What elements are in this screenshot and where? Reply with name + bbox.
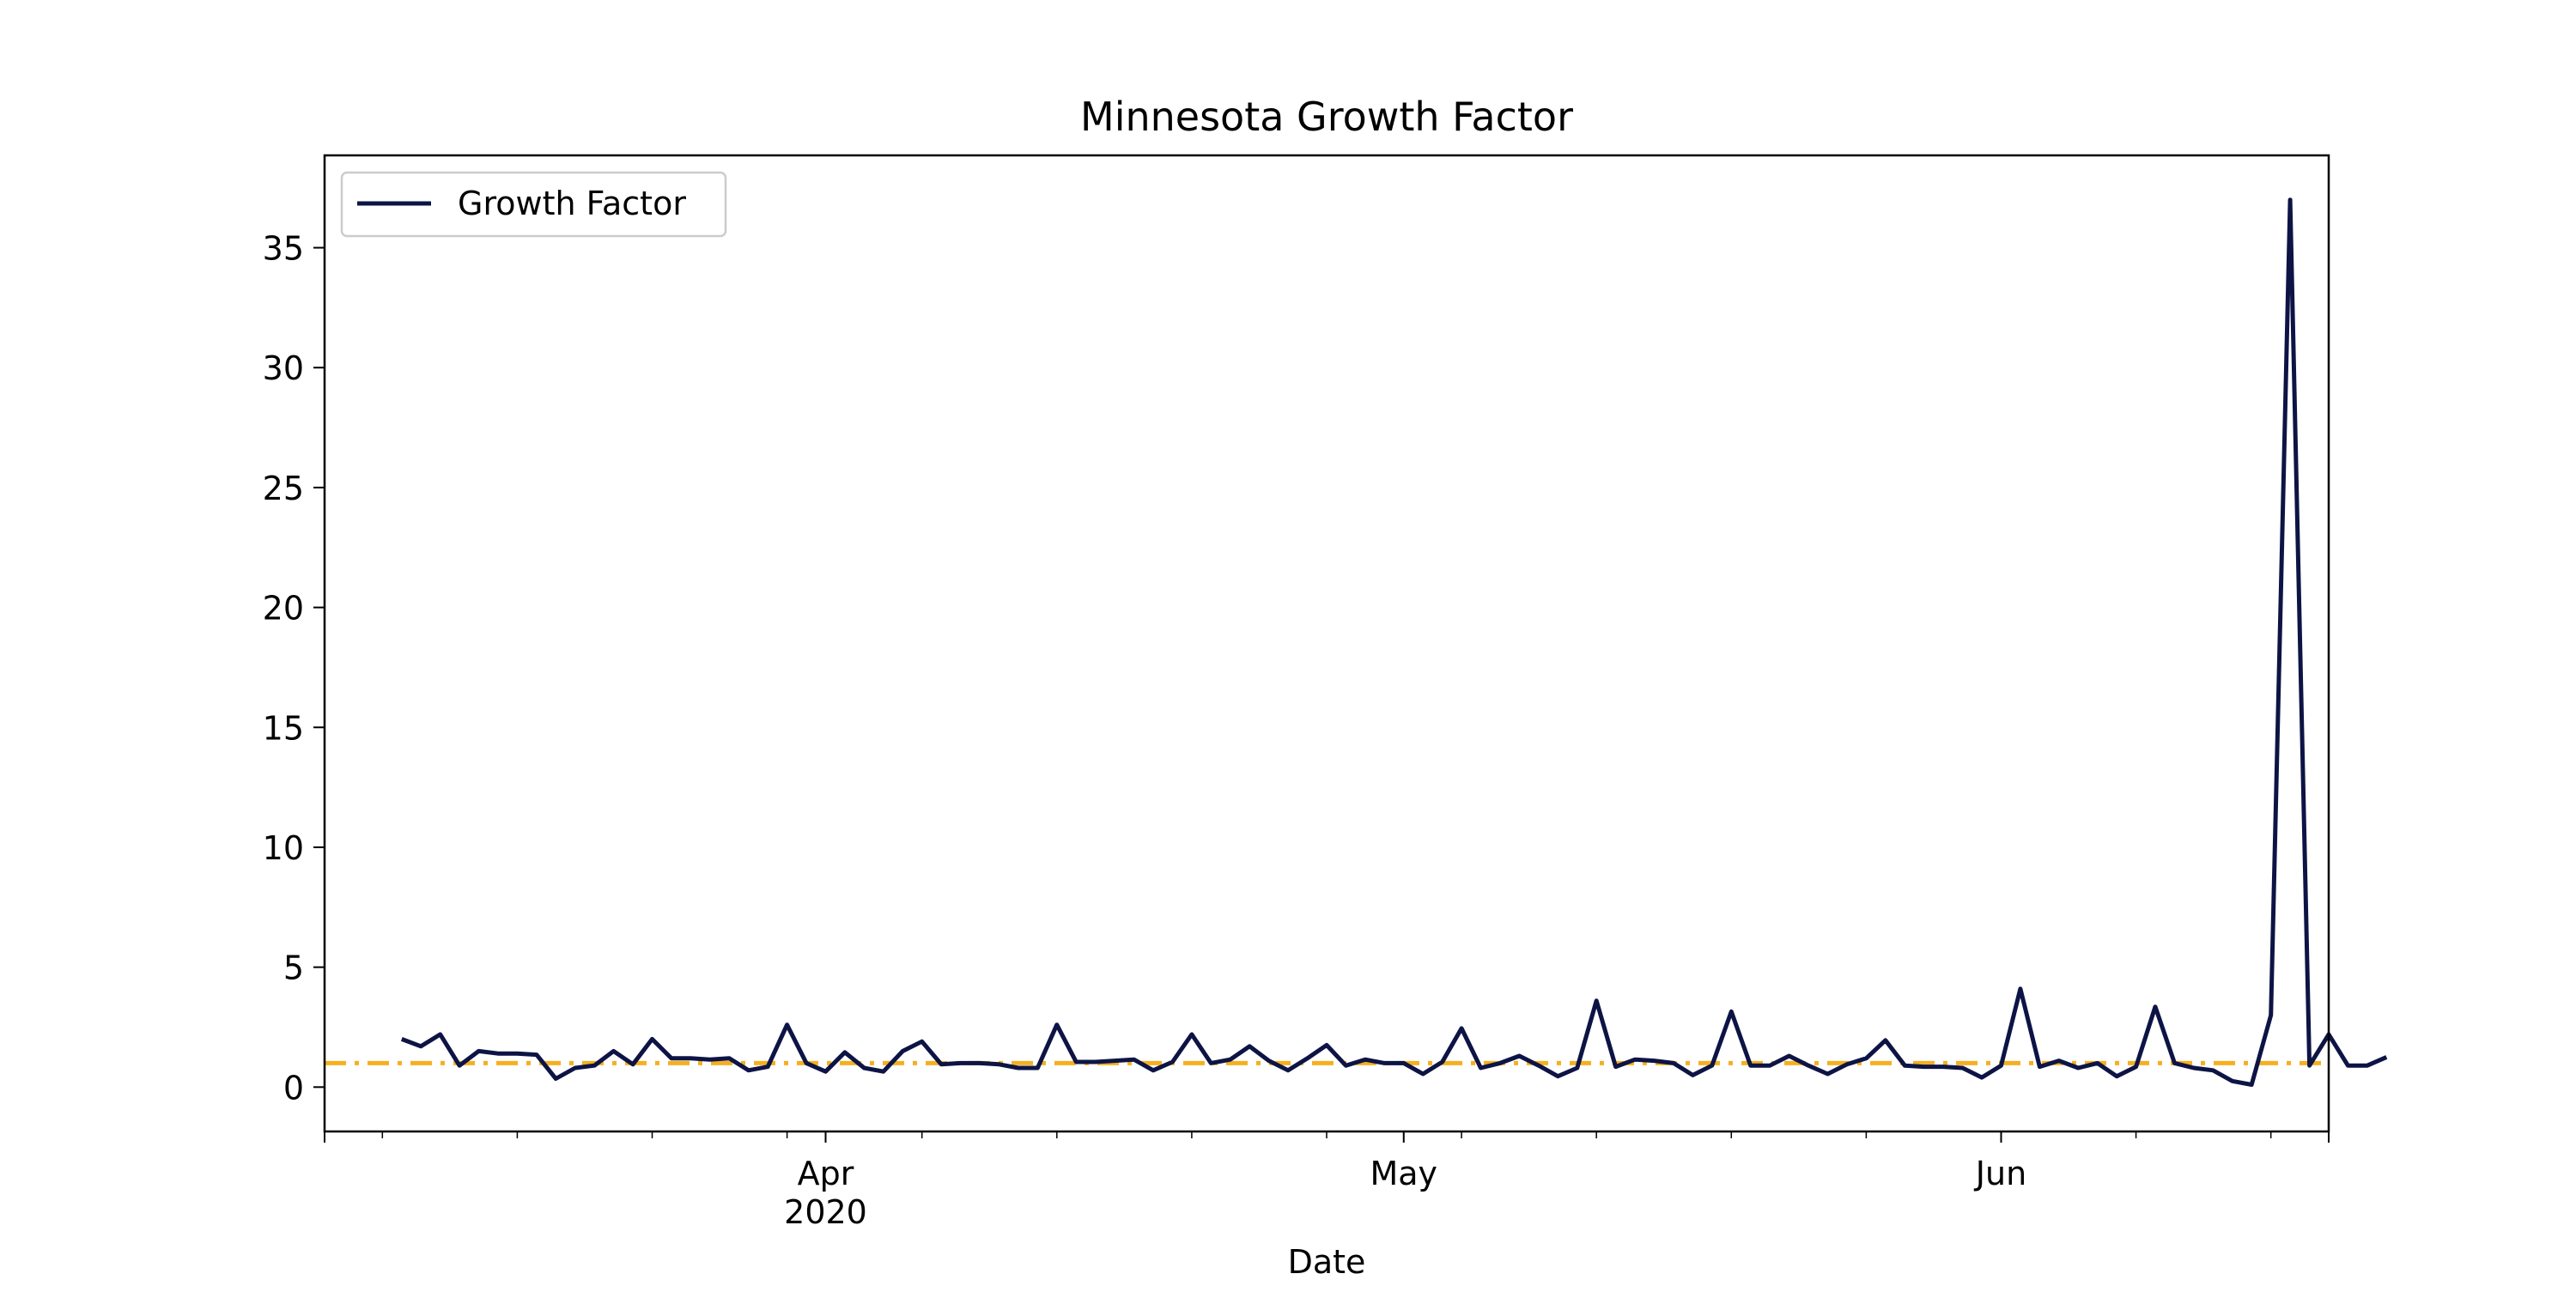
series-line-growth-factor [400,197,2388,1087]
y-tick-label: 20 [263,590,304,628]
plot-frame [323,154,2330,1133]
y-tick-label: 15 [263,709,304,747]
chart-title: Minnesota Growth Factor [1080,94,1573,140]
x-axis-label: Date [1288,1243,1366,1281]
x-tick-label: Jun [1974,1155,2026,1192]
y-tick-label: 0 [283,1069,304,1107]
y-tick-label: 30 [263,349,304,387]
legend-box [340,171,727,238]
y-tick-label: 25 [263,470,304,507]
legend-label-growth-factor: Growth Factor [458,185,686,222]
x-tick-sublabel: 2020 [784,1193,867,1231]
y-tick-label: 10 [263,829,304,867]
x-tick-label: May [1370,1155,1437,1192]
y-tick-label: 35 [263,230,304,268]
y-tick-label: 5 [283,949,304,987]
x-tick-label: Apr [798,1155,854,1192]
